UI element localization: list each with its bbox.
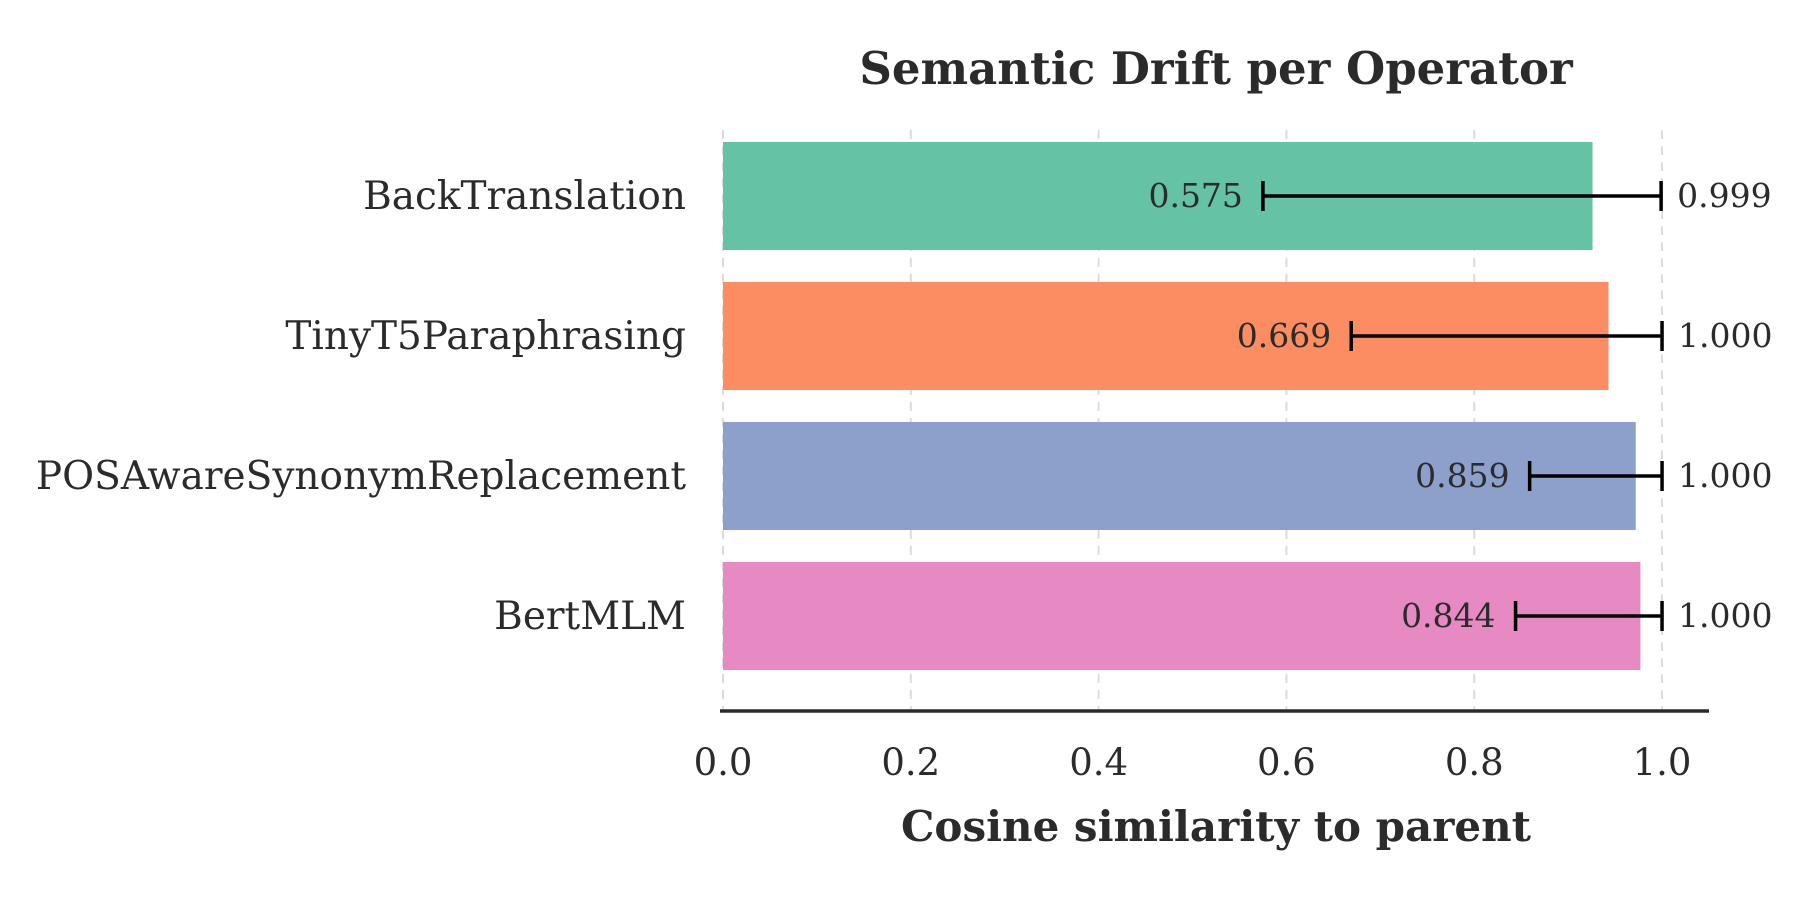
max-value-label-BackTranslation: 0.999 bbox=[1677, 176, 1771, 215]
min-value-label-POSAwareSynonymReplacement: 0.859 bbox=[1415, 456, 1509, 495]
x-tick-label: 0.0 bbox=[694, 741, 753, 784]
bar-POSAwareSynonymReplacement bbox=[723, 422, 1636, 530]
x-tick-label: 0.2 bbox=[881, 741, 940, 784]
min-value-label-BertMLM: 0.844 bbox=[1401, 596, 1495, 635]
x-tick-label: 0.6 bbox=[1257, 741, 1316, 784]
bars bbox=[723, 142, 1641, 670]
min-value-label-TinyT5Paraphrasing: 0.669 bbox=[1237, 316, 1331, 355]
bar-BertMLM bbox=[723, 562, 1641, 670]
x-axis-label: Cosine similarity to parent bbox=[901, 802, 1532, 851]
max-value-label-BertMLM: 1.000 bbox=[1678, 596, 1772, 635]
min-value-label-BackTranslation: 0.575 bbox=[1148, 176, 1242, 215]
x-tick-label: 1.0 bbox=[1633, 741, 1692, 784]
category-labels: BackTranslation TinyT5Paraphrasing POSAwar… bbox=[36, 174, 686, 639]
value-labels: 0.575 0.999 0.669 1.000 0.859 1.000 0.844 1.000 bbox=[1148, 176, 1772, 635]
x-tick-label: 0.8 bbox=[1445, 741, 1504, 784]
category-label-BertMLM: BertMLM bbox=[494, 594, 686, 639]
category-label-TinyT5Paraphrasing: TinyT5Paraphrasing bbox=[285, 314, 686, 359]
x-tick-labels: 0.0 0.2 0.4 0.6 0.8 1.0 bbox=[694, 741, 1692, 784]
max-value-label-TinyT5Paraphrasing: 1.000 bbox=[1678, 316, 1772, 355]
x-tick-label: 0.4 bbox=[1069, 741, 1128, 784]
chart-title: Semantic Drift per Operator bbox=[859, 42, 1574, 95]
error-bars bbox=[1261, 181, 1664, 631]
max-value-label-POSAwareSynonymReplacement: 1.000 bbox=[1678, 456, 1772, 495]
category-label-BackTranslation: BackTranslation bbox=[363, 174, 686, 219]
category-label-POSAwareSynonymReplacement: POSAwareSynonymReplacement bbox=[36, 454, 686, 499]
